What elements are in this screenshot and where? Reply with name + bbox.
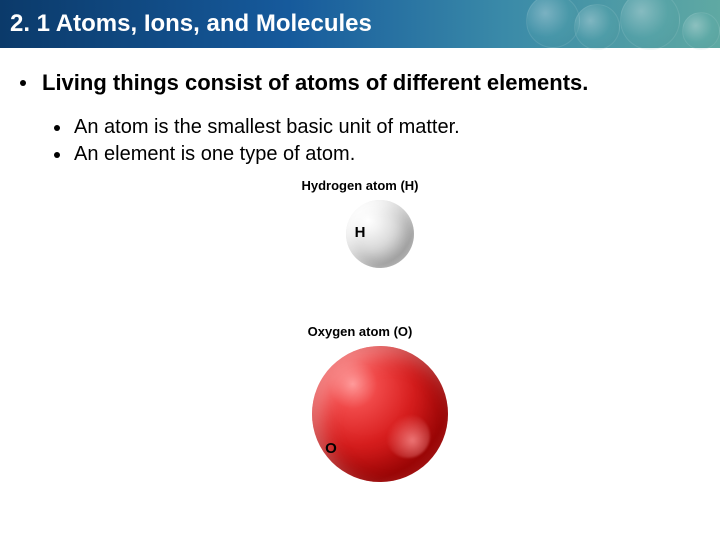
hydrogen-label: Hydrogen atom (H)	[20, 178, 700, 193]
atom-diagram: Hydrogen atom (H) H Oxygen atom (O) O	[20, 170, 700, 500]
bullet-dot-icon	[54, 152, 60, 158]
bullet-dot-icon	[54, 125, 60, 131]
slide-title: 2. 1 Atoms, Ions, and Molecules	[10, 10, 372, 38]
oxygen-symbol: O	[20, 440, 700, 457]
sub-bullet-text: An atom is the smallest basic unit of ma…	[74, 116, 460, 139]
main-bullet: Living things consist of atoms of differ…	[20, 70, 700, 96]
header-decor-cells	[500, 0, 720, 48]
slide-header: 2. 1 Atoms, Ions, and Molecules	[0, 0, 720, 48]
hydrogen-symbol: H	[20, 224, 700, 241]
bullet-dot-icon	[20, 80, 26, 86]
slide-content: Living things consist of atoms of differ…	[0, 48, 720, 500]
sub-bullet-list: An atom is the smallest basic unit of ma…	[20, 116, 700, 166]
oxygen-atom-sphere	[312, 346, 448, 482]
sub-bullet: An element is one type of atom.	[54, 143, 700, 166]
sub-bullet-text: An element is one type of atom.	[74, 143, 355, 166]
sub-bullet: An atom is the smallest basic unit of ma…	[54, 116, 700, 139]
oxygen-label: Oxygen atom (O)	[20, 324, 700, 339]
main-bullet-text: Living things consist of atoms of differ…	[42, 70, 588, 96]
